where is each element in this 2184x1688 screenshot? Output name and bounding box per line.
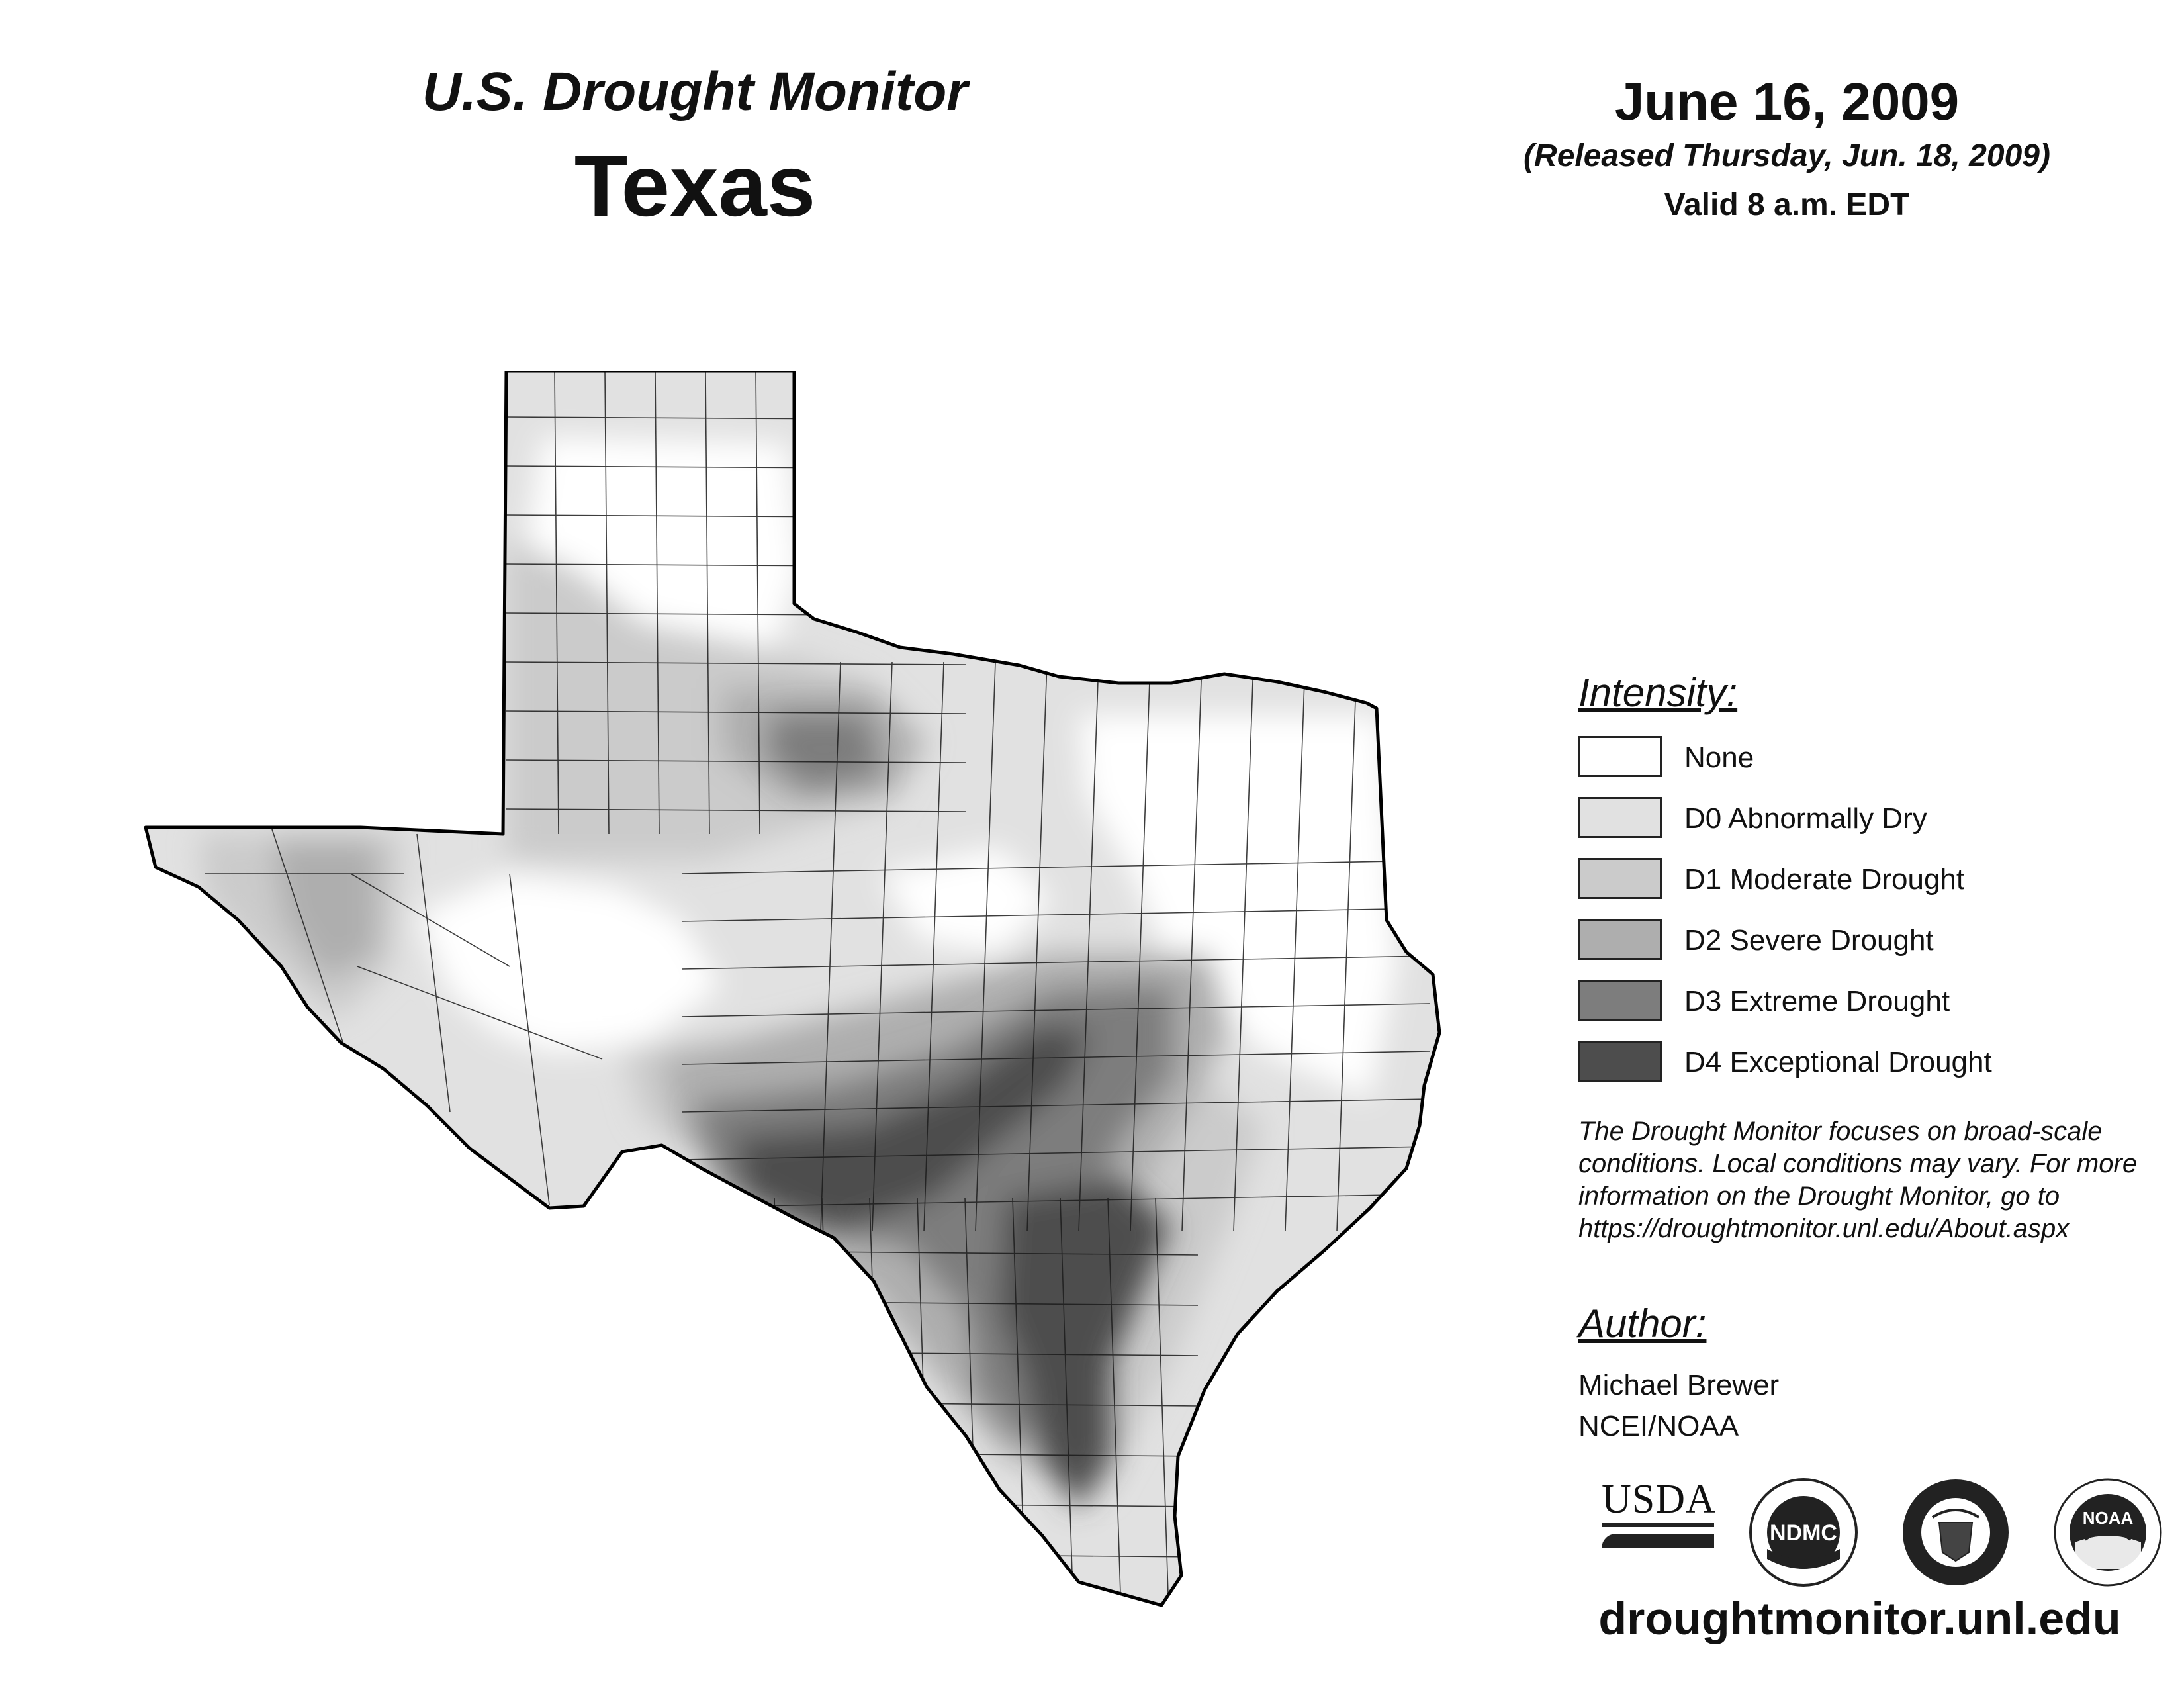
disclaimer-note: The Drought Monitor focuses on broad-sca… — [1578, 1115, 2174, 1245]
county-line — [872, 661, 893, 1232]
legend-label: D1 Moderate Drought — [1684, 863, 1965, 896]
commerce-seal-logo — [1903, 1479, 2009, 1585]
legend-swatch — [1578, 919, 1662, 960]
map-date: June 16, 2009 — [1614, 72, 1960, 131]
county-line — [681, 955, 1430, 970]
monitor-title: U.S. Drought Monitor — [422, 62, 968, 122]
footer-url[interactable]: droughtmonitor.unl.edu — [1598, 1593, 2121, 1644]
ndmc-logo: NDMC — [1749, 1478, 1858, 1587]
note-line: The Drought Monitor focuses on broad-sca… — [1578, 1117, 2103, 1146]
county-lines — [205, 371, 1430, 1605]
note-line: conditions. Local conditions may vary. F… — [1578, 1149, 2138, 1178]
county-line — [604, 371, 610, 835]
county-line — [705, 371, 710, 835]
county-line — [1026, 661, 1048, 1232]
county-line — [681, 908, 1430, 922]
county-line — [774, 1197, 788, 1605]
big-bend-none — [417, 874, 721, 1053]
county-line — [681, 1051, 1430, 1065]
texas-outline — [144, 371, 1441, 1607]
note-url: https://droughtmonitor.unl.edu/About.asp… — [1578, 1214, 2070, 1243]
county-line — [681, 1003, 1430, 1017]
county-line — [1060, 1197, 1074, 1605]
valid-time: Valid 8 a.m. EDT — [1664, 187, 1910, 222]
county-line — [821, 1197, 836, 1605]
legend-swatch — [1578, 1041, 1662, 1082]
county-line — [1233, 661, 1254, 1232]
county-line — [1285, 661, 1306, 1232]
county-line — [734, 1603, 1199, 1605]
county-line — [1078, 661, 1099, 1232]
noaa-logo: NOAA — [2054, 1478, 2162, 1587]
author-name: Michael Brewer — [1578, 1369, 1780, 1401]
county-line — [509, 873, 550, 1205]
legend-swatch — [1578, 858, 1662, 899]
county-line — [271, 827, 351, 1066]
east-none — [1079, 715, 1396, 1099]
author-org: NCEI/NOAA — [1578, 1410, 1739, 1442]
release-date: (Released Thursday, Jun. 18, 2009) — [1524, 138, 2050, 173]
ndmc-logo-text: NDMC — [1770, 1521, 1837, 1546]
county-line — [681, 1194, 1430, 1208]
county-line — [1336, 661, 1357, 1232]
legend-label: None — [1684, 741, 1754, 774]
usda-logo-swoosh — [1602, 1534, 1714, 1548]
county-line — [1181, 661, 1203, 1232]
coastal-bend-d4 — [999, 1178, 1171, 1509]
far-west-d2 — [271, 841, 377, 980]
county-line — [350, 873, 510, 967]
county-line — [506, 661, 967, 665]
county-line — [1130, 661, 1151, 1232]
legend-label: D0 Abnormally Dry — [1684, 802, 1927, 835]
usda-logo: USDA — [1602, 1476, 1715, 1562]
texas-drought-map — [144, 371, 1441, 1607]
legend-swatch — [1578, 797, 1662, 838]
county-line — [1155, 1197, 1169, 1605]
county-line — [820, 661, 841, 1232]
county-line — [506, 710, 967, 714]
north-central-d3 — [768, 715, 880, 788]
county-line — [554, 371, 559, 835]
county-line — [681, 860, 1430, 874]
note-line: information on the Drought Monitor, go t… — [1578, 1182, 2060, 1211]
county-line — [755, 371, 760, 835]
county-line — [923, 661, 944, 1232]
legend-label: D4 Exceptional Drought — [1684, 1046, 1992, 1078]
county-line — [357, 966, 603, 1060]
county-line — [506, 808, 967, 812]
county-line — [506, 759, 967, 763]
county-line — [681, 1098, 1430, 1113]
legend-swatch — [1578, 736, 1662, 777]
legend-label: D3 Extreme Drought — [1684, 985, 1950, 1017]
state-title: Texas — [574, 137, 816, 234]
central-none — [880, 847, 1052, 953]
county-line — [416, 833, 451, 1113]
legend-title: Intensity: — [1578, 671, 1738, 715]
county-line — [655, 371, 660, 835]
usda-logo-text: USDA — [1602, 1476, 1715, 1527]
county-line — [681, 1146, 1430, 1160]
county-line — [1107, 1197, 1122, 1605]
hill-country-d4 — [735, 1026, 1092, 1231]
author-title: Author: — [1578, 1301, 1707, 1346]
county-line — [975, 661, 996, 1232]
legend-label: D2 Severe Drought — [1684, 924, 1934, 957]
noaa-logo-text: NOAA — [2083, 1508, 2134, 1528]
legend-swatch — [1578, 980, 1662, 1021]
